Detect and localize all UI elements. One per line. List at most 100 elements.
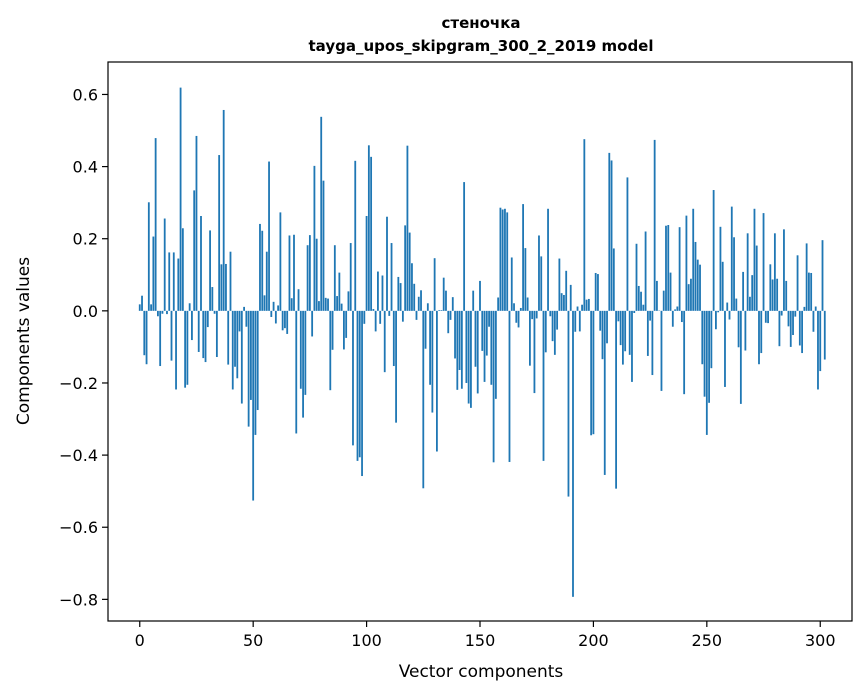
x-tick-label: 300 — [805, 631, 836, 650]
bar — [585, 299, 588, 311]
bar — [456, 310, 459, 390]
bar — [392, 310, 395, 367]
bar — [184, 310, 187, 388]
bar — [769, 264, 772, 311]
bar — [680, 310, 683, 323]
bar — [372, 309, 375, 311]
bar — [202, 310, 205, 359]
bar — [671, 310, 674, 327]
bar — [499, 207, 502, 311]
bar — [574, 310, 577, 332]
bar — [345, 310, 348, 338]
bar — [651, 310, 654, 376]
bar — [445, 290, 447, 311]
bar — [379, 310, 382, 324]
bar — [415, 310, 418, 320]
bar — [302, 310, 304, 418]
bar — [383, 310, 386, 373]
bar — [810, 272, 813, 311]
bar — [349, 243, 352, 311]
bar — [567, 310, 570, 497]
bar — [161, 310, 164, 314]
bar — [558, 258, 561, 311]
bar — [297, 289, 300, 311]
bar — [506, 212, 509, 311]
bar — [138, 304, 141, 311]
bar — [549, 310, 552, 317]
bar — [163, 218, 166, 311]
bar — [808, 272, 810, 311]
bar — [687, 284, 690, 311]
bar — [261, 230, 264, 311]
bar — [821, 240, 824, 311]
bar — [594, 272, 597, 311]
bar — [447, 310, 450, 334]
bar — [193, 190, 196, 311]
bar — [785, 280, 788, 311]
chart-subtitle: tayga_upos_skipgram_300_2_2019 model — [309, 37, 654, 55]
bar — [270, 310, 273, 317]
bar — [150, 304, 152, 311]
bar — [306, 245, 309, 311]
x-tick-label: 250 — [692, 631, 723, 650]
bar — [354, 160, 357, 311]
bar — [513, 303, 515, 311]
bar — [390, 243, 393, 311]
bar — [746, 233, 749, 311]
bar — [413, 283, 416, 311]
bar — [467, 310, 470, 404]
bar — [773, 233, 776, 311]
bar — [814, 306, 817, 311]
bar — [603, 310, 606, 475]
bar — [479, 280, 481, 311]
bar — [311, 310, 314, 337]
bar — [535, 310, 538, 319]
bar — [320, 116, 323, 311]
bar — [438, 310, 441, 311]
bar — [610, 160, 613, 311]
x-tick-label: 150 — [465, 631, 496, 650]
bar — [519, 307, 522, 311]
bar — [343, 310, 345, 350]
bar — [288, 235, 291, 311]
bar — [717, 310, 720, 313]
bar — [358, 310, 361, 458]
bar — [186, 310, 189, 385]
bar — [796, 255, 799, 311]
bar — [254, 310, 257, 435]
bar — [225, 263, 227, 311]
bar — [436, 310, 438, 452]
bar — [819, 310, 822, 372]
bar — [583, 139, 586, 311]
bar — [488, 310, 490, 327]
bar — [755, 245, 758, 311]
bar — [238, 310, 241, 332]
bar — [701, 310, 704, 365]
bar — [617, 310, 620, 322]
bar — [440, 310, 443, 311]
bar — [792, 310, 794, 336]
bar — [631, 310, 633, 382]
bar — [370, 156, 373, 311]
bar — [501, 209, 504, 311]
bar — [222, 109, 225, 311]
bar — [381, 275, 384, 311]
bar — [308, 235, 311, 311]
y-tick-label: −0.6 — [59, 518, 98, 537]
bar — [705, 310, 708, 435]
bar — [592, 310, 595, 435]
bar — [206, 310, 209, 328]
bar — [451, 297, 454, 311]
bar — [708, 310, 710, 403]
bar — [374, 310, 377, 332]
bar — [587, 298, 590, 311]
bar — [340, 303, 343, 311]
bar — [141, 295, 143, 311]
bar — [159, 310, 162, 367]
bar — [667, 225, 670, 311]
bar — [200, 216, 202, 311]
bar — [324, 297, 327, 311]
bar — [313, 165, 316, 311]
bar — [315, 238, 318, 311]
bar — [417, 296, 420, 311]
